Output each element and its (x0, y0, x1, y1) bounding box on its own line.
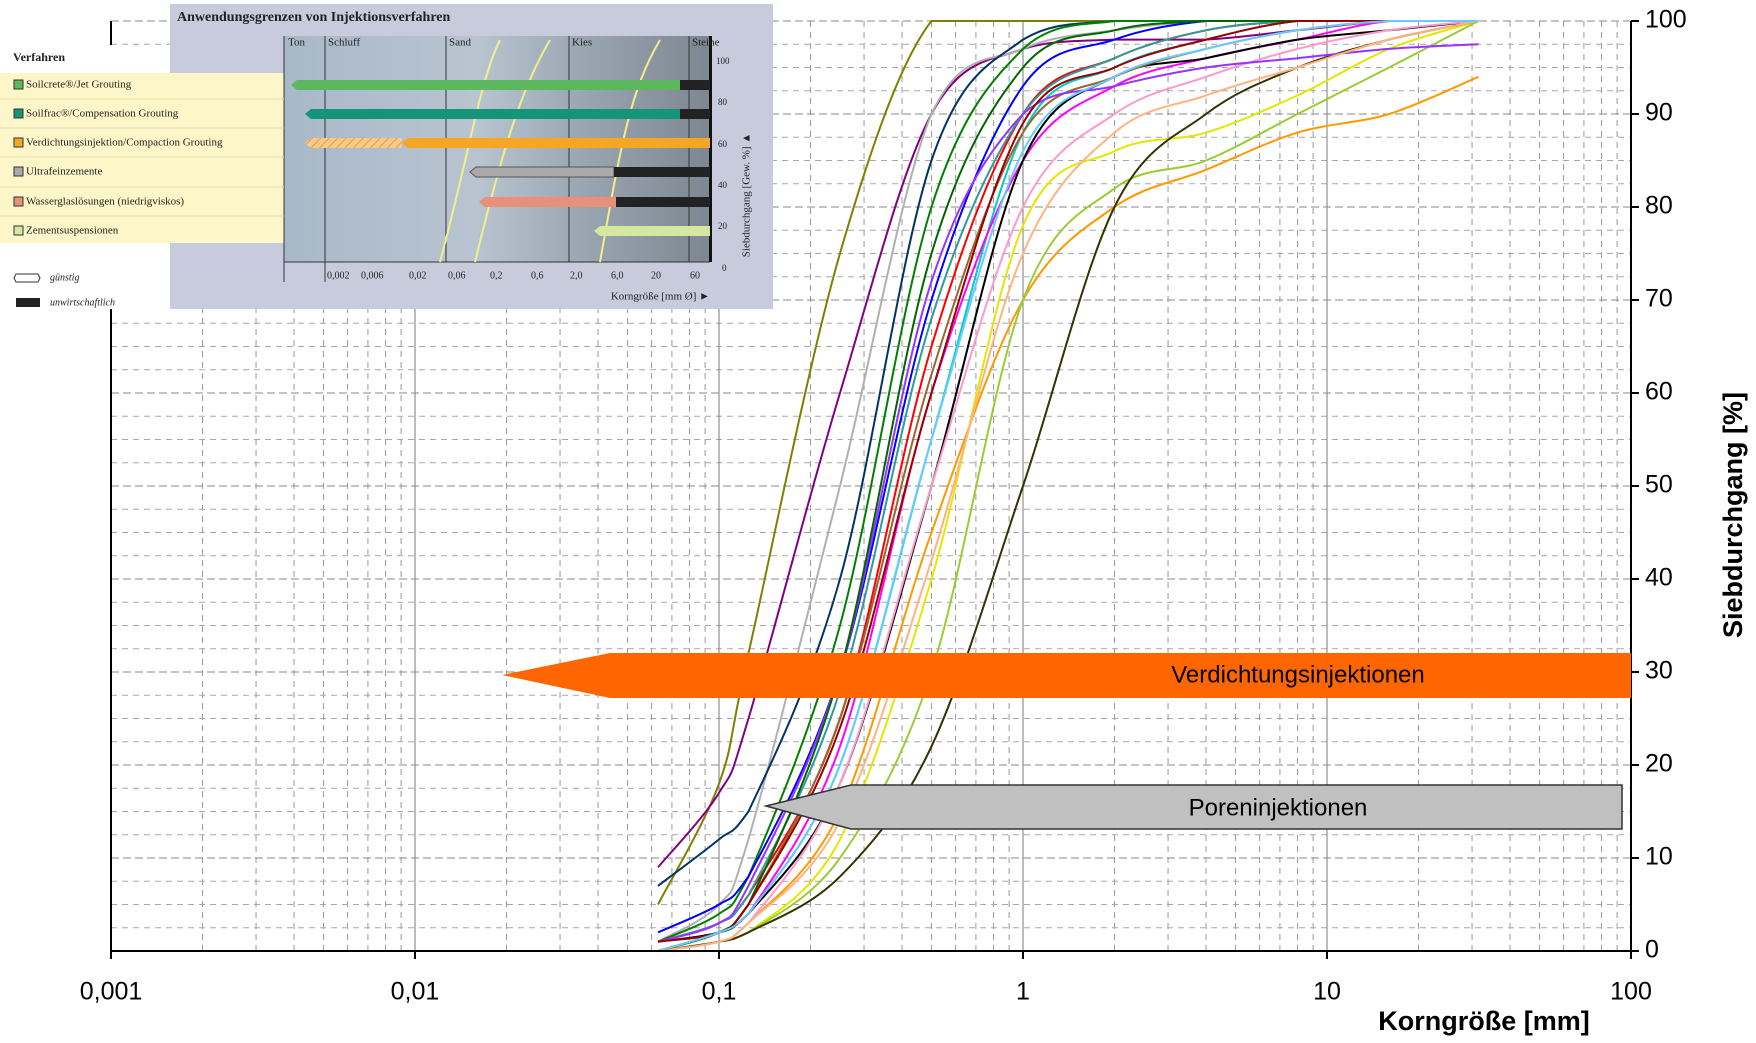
inset-axis (709, 36, 712, 262)
inset-frame (283, 36, 710, 282)
soil-class: Ton (288, 37, 305, 49)
inset-plot (284, 36, 710, 262)
y-tick-label: 20 (1645, 750, 1673, 778)
x-axis-title: Korngröße [mm] (1378, 1006, 1590, 1036)
soil-class: Sand (449, 37, 472, 49)
x-tick-label: 0,001 (80, 978, 143, 1006)
y-axis-title: Siebdurchgang [%] (1718, 392, 1748, 638)
inset-x-tick: 0,02 (409, 270, 427, 281)
arrow-compaction (502, 653, 1631, 698)
grading-curve (657, 20, 1479, 952)
inset-x-tick: 60 (690, 270, 700, 281)
y-tick-label: 90 (1645, 99, 1673, 127)
legend-favorable: günstig (50, 272, 79, 283)
grading-curve (657, 19, 1479, 952)
inset-x-label: Korngröße [mm Ø] ► (611, 291, 710, 303)
inset-y-tick: 40 (718, 180, 728, 190)
inset-x-tick: 0,002 (327, 270, 350, 281)
inset-curves (439, 39, 661, 263)
inset-x-tick: 0,006 (361, 270, 384, 281)
legend-band (0, 73, 284, 243)
soil-class: Kies (572, 37, 592, 49)
y-tick-label: 30 (1645, 657, 1673, 685)
x-tick-label: 0,01 (391, 978, 440, 1006)
x-tick-label: 1 (1016, 978, 1030, 1006)
inset-x-tick: 0,2 (490, 270, 503, 281)
legend-uneconomic: unwirtschaftlich (50, 297, 115, 308)
method: Ultrafeinzemente (26, 166, 102, 178)
annotation: Poreninjektionen (1189, 794, 1368, 821)
swatch (13, 225, 24, 236)
y-tick-label: 0 (1645, 936, 1659, 964)
x-tick-label: 10 (1313, 978, 1341, 1006)
inset-y-tick: 20 (718, 221, 728, 231)
swatch (13, 137, 24, 148)
legend-title: Verfahren (13, 50, 65, 64)
inset-x-tick: 6,0 (611, 270, 624, 281)
y-tick-label: 100 (1645, 6, 1687, 34)
grading-curve (657, 19, 1479, 943)
x-tick-label: 100 (1610, 978, 1652, 1006)
inset-y-tick: 80 (718, 97, 728, 107)
grading-curve (657, 20, 1479, 952)
y-tick-label: 40 (1645, 564, 1673, 592)
grading-curve (657, 19, 1479, 887)
curves (657, 19, 1479, 952)
inset-y-label: Siebdurchgang [Gew. %] ▲ (741, 133, 753, 257)
swatch-favorable (13, 273, 41, 283)
inset-x-tick: 20 (651, 270, 661, 281)
swatch (13, 166, 24, 177)
inset-x-tick: 2,0 (570, 270, 583, 281)
inset-y-tick: 100 (716, 56, 730, 66)
grading-curve (657, 20, 1479, 943)
soil-class: Schluff (328, 37, 361, 49)
method: Soilfrac®/Compensation Grouting (26, 108, 179, 120)
swatch-uneconomic (16, 298, 40, 307)
inset-x-tick: 0,06 (448, 270, 466, 281)
inset-bars (291, 80, 710, 236)
method: Verdichtungsinjektion/Compaction Groutin… (26, 137, 223, 149)
soil-class: Steine (692, 37, 720, 49)
method: Zementsuspensionen (26, 225, 119, 237)
inset: Anwendungsgrenzen von Injektionsverfahre… (0, 4, 773, 309)
inset-x-tick: 0,6 (531, 270, 544, 281)
legend-rows (0, 98, 284, 217)
y-tick-label: 60 (1645, 378, 1673, 406)
inset-y-tick: 60 (718, 139, 728, 149)
inset-y-tick: 0 (722, 263, 727, 273)
y-tick-label: 10 (1645, 843, 1673, 871)
x-tick-label: 0,1 (702, 978, 737, 1006)
arrow-pore (763, 784, 1623, 830)
swatch (13, 108, 24, 119)
method: Wasserglaslösungen (niedrigviskos) (26, 196, 184, 208)
method: Soilcrete®/Jet Grouting (26, 79, 132, 91)
grading-curve (657, 20, 1479, 952)
y-tick-label: 70 (1645, 285, 1673, 313)
grading-curve (657, 43, 1479, 943)
y-tick-label: 50 (1645, 471, 1673, 499)
swatch (13, 79, 24, 90)
y-tick-label: 80 (1645, 192, 1673, 220)
grading-curve (657, 20, 1479, 952)
annotation: Verdichtungsinjektionen (1171, 661, 1425, 688)
inset-title: Anwendungsgrenzen von Injektionsverfahre… (177, 10, 451, 25)
swatch (13, 196, 24, 207)
